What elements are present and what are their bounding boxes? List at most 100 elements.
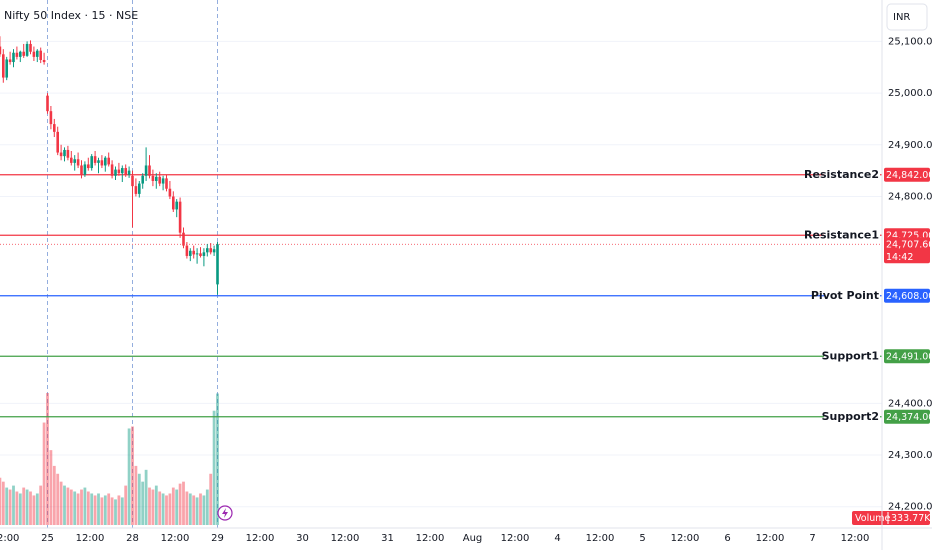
chart-title: Nifty 50 Index · 15 · NSE — [4, 9, 138, 22]
x-tick-label: 31 — [381, 533, 394, 544]
candle-body — [19, 51, 22, 57]
candle-body — [206, 248, 209, 253]
event-icon-bolt — [222, 508, 228, 518]
volume-bar — [35, 493, 39, 525]
volume-bar — [56, 473, 60, 525]
volume-bar — [161, 493, 165, 525]
last-price: 24,707.60 — [886, 239, 932, 250]
volume-bar — [134, 465, 138, 525]
level-name: Support1 — [822, 349, 879, 362]
candle-body — [124, 168, 127, 175]
volume-bar — [93, 495, 97, 525]
x-tick-label: 25 — [41, 533, 54, 544]
volume-bar — [127, 428, 131, 525]
candle-body — [155, 176, 158, 181]
volume-bar — [185, 491, 189, 525]
volume-bar — [199, 493, 202, 525]
y-tick-label: 24,200.00 — [888, 502, 932, 513]
volume-bar — [59, 481, 63, 525]
y-tick-label: 25,000.00 — [888, 88, 932, 99]
x-tick-label: 12:00 — [586, 533, 615, 544]
candle-body — [49, 111, 53, 125]
level-name-bg — [824, 288, 880, 303]
volume-bar — [182, 481, 185, 525]
candle-body — [158, 176, 161, 184]
countdown: 14:42 — [886, 252, 913, 263]
level-value: 24,374.00 — [886, 412, 932, 423]
volume-bar — [86, 491, 90, 525]
x-tick-label: 29 — [211, 533, 224, 544]
volume-bar — [18, 493, 22, 525]
x-tick-label: 12:00 — [331, 533, 360, 544]
candle-body — [22, 51, 25, 56]
volume-bar — [117, 495, 121, 525]
candle-body — [192, 250, 195, 255]
candle-body — [70, 157, 73, 163]
level-value-box — [884, 288, 930, 303]
volume-bar — [144, 469, 148, 525]
volume-bar — [52, 465, 56, 525]
candle-body — [148, 165, 151, 176]
x-tick-label: 12:00 — [841, 533, 870, 544]
level-name-bg — [824, 349, 880, 364]
candle-body — [90, 156, 93, 169]
currency-box[interactable] — [886, 3, 928, 31]
volume-bar — [195, 497, 199, 525]
level-value: 24,725.00 — [886, 230, 932, 241]
candle-body — [195, 253, 199, 255]
candle-body — [104, 157, 107, 166]
candle-body — [25, 43, 29, 56]
candle-body — [46, 95, 49, 112]
candle-body — [36, 50, 39, 57]
level-value-box — [884, 167, 930, 182]
level-value: 24,842.00 — [886, 170, 932, 181]
volume-bar — [8, 489, 12, 525]
volume-bar — [124, 485, 128, 525]
volume-bar — [216, 393, 219, 525]
volume-bar — [32, 495, 36, 525]
candle-body — [56, 131, 59, 153]
candle-body — [151, 175, 155, 181]
level-name-bg — [824, 409, 880, 424]
last-price-box — [884, 237, 930, 264]
candle-body — [76, 159, 80, 166]
volume-bar — [25, 489, 29, 525]
candle-body — [144, 165, 148, 176]
x-tick-label: 12:00 — [76, 533, 105, 544]
level-value: 24,608.00 — [886, 291, 932, 302]
x-tick-label: 12:00 — [501, 533, 530, 544]
volume-bar — [131, 426, 134, 525]
candle-body — [141, 175, 144, 184]
volume-bar — [178, 483, 182, 525]
volume-bar — [97, 493, 100, 525]
volume-bar — [171, 487, 175, 525]
candle-body — [165, 178, 168, 189]
x-tick-label: 12:00 — [671, 533, 700, 544]
volume-bar — [141, 481, 145, 525]
volume-bar — [148, 487, 151, 525]
candle-body — [97, 160, 100, 163]
volume-bar — [83, 487, 87, 525]
candle-body — [131, 175, 134, 187]
level-name: Pivot Point — [811, 289, 879, 302]
volume-bar — [202, 495, 206, 525]
candle-body — [42, 59, 46, 63]
volume-bar — [165, 495, 168, 525]
volume-bar — [151, 489, 155, 525]
volume-bar — [209, 473, 213, 525]
y-tick-label: 25,100.00 — [888, 36, 932, 47]
volume-bar — [39, 485, 43, 525]
candle-body — [12, 52, 15, 63]
y-tick-label: 24,400.00 — [888, 398, 932, 409]
volume-bar — [63, 485, 66, 525]
volume-bar — [22, 487, 26, 525]
y-tick-label: 24,800.00 — [888, 191, 932, 202]
level-name-bg — [824, 228, 880, 243]
volume-bar — [168, 493, 172, 525]
volume-bar — [1, 481, 5, 525]
candle-body — [212, 249, 216, 253]
candle-body — [107, 157, 110, 165]
volume-bar — [73, 491, 77, 525]
x-tick-label: 7 — [809, 533, 815, 544]
